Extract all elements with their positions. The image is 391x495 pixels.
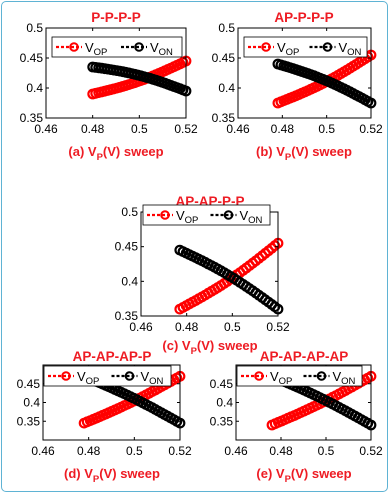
legend: VOP VON xyxy=(236,365,363,387)
legend: VOP VON xyxy=(243,36,368,58)
x-tick-label: 0.5 xyxy=(224,320,241,334)
panel-d: AP-AP-AP-P0.46 0.48 0.5 0.520.350.40.45 VOP V… xyxy=(17,349,192,485)
legend: VOP VON xyxy=(142,204,271,226)
y-tick-label: 0.4 xyxy=(23,396,40,410)
y-tick-label: 0.5 xyxy=(121,205,138,219)
x-tick-label: 0.46 xyxy=(226,122,250,136)
panel-caption: (c) VP(V) sweep xyxy=(162,338,257,357)
x-tick-label: 0.5 xyxy=(318,122,335,136)
x-tick-label: 0.5 xyxy=(318,444,335,458)
panel-b: AP-P-P-P 0.46 0.48 0.5 0.52 0.35 0.4 0.45 0.5 VOP… xyxy=(212,10,383,163)
panel-caption: (d) VP(V) sweep xyxy=(64,466,160,485)
legend-marker xyxy=(134,42,144,52)
y-tick-label: 0.45 xyxy=(20,51,44,65)
legend-label: VOP xyxy=(176,208,198,226)
x-tick-label: 0.46 xyxy=(34,122,58,136)
legend-label: VON xyxy=(339,40,362,58)
y-tick-label: 0.35 xyxy=(115,309,139,323)
legend-box xyxy=(243,36,368,58)
legend-marker xyxy=(61,371,71,381)
panel-title: P-P-P-P xyxy=(91,10,141,25)
legend-box xyxy=(236,365,363,387)
legend: VOP VON xyxy=(43,365,172,387)
legend-label: VOP xyxy=(277,40,299,58)
y-tick-label: 0.45 xyxy=(210,377,234,391)
legend-label: VON xyxy=(333,369,356,387)
x-tick-label: 0.48 xyxy=(77,444,101,458)
x-tick-label: 0.52 xyxy=(359,122,383,136)
y-tick-label: 0.45 xyxy=(115,240,139,254)
legend-box xyxy=(142,204,271,226)
y-tick-label: 0.35 xyxy=(17,414,41,428)
legend-marker xyxy=(254,371,264,381)
y-tick-label: 0.4 xyxy=(216,396,233,410)
panel-e: AP-AP-AP-AP0.46 0.48 0.5 0.520.350.40.45 VOP… xyxy=(210,349,383,485)
legend-marker xyxy=(223,210,234,220)
legend-marker xyxy=(322,42,333,52)
panel-caption: (e) VP(V) sweep xyxy=(256,466,351,485)
x-tick-label: 0.46 xyxy=(224,444,248,458)
x-tick-label: 0.52 xyxy=(168,444,192,458)
y-tick-label: 0.5 xyxy=(218,21,235,35)
legend-marker xyxy=(69,42,79,52)
x-tick-label: 0.48 xyxy=(271,122,295,136)
legend-marker xyxy=(160,210,170,220)
legend-marker xyxy=(316,371,327,381)
x-tick-label: 0.46 xyxy=(129,320,153,334)
legend: VOP VON xyxy=(51,36,183,58)
legend-label: VON xyxy=(240,208,263,226)
x-tick-label: 0.46 xyxy=(31,444,55,458)
panel-title: AP-AP-AP-P xyxy=(73,349,152,364)
panel-caption: (b) VP(V) sweep xyxy=(256,144,352,163)
x-tick-label: 0.48 xyxy=(175,320,199,334)
y-tick-label: 0.4 xyxy=(26,81,43,95)
x-tick-label: 0.48 xyxy=(81,122,105,136)
legend-marker xyxy=(261,42,271,52)
panel-caption: (a) VP(V) sweep xyxy=(68,144,163,163)
legend-label: VOP xyxy=(270,369,292,387)
y-tick-label: 0.4 xyxy=(121,274,138,288)
panel-title: AP-P-P-P xyxy=(274,10,333,25)
legend-label: VOP xyxy=(77,369,99,387)
y-tick-label: 0.45 xyxy=(17,377,41,391)
y-tick-label: 0.4 xyxy=(218,81,235,95)
panel-title: AP-AP-AP-AP xyxy=(260,349,349,364)
legend-label: VOP xyxy=(85,40,107,58)
y-tick-label: 0.35 xyxy=(20,111,44,125)
y-tick-label: 0.35 xyxy=(210,414,234,428)
x-tick-label: 0.52 xyxy=(359,444,383,458)
y-tick-label: 0.5 xyxy=(26,21,43,35)
x-tick-label: 0.52 xyxy=(174,122,198,136)
axes-frame xyxy=(45,27,187,119)
x-tick-label: 0.48 xyxy=(269,444,293,458)
x-tick-label: 0.5 xyxy=(131,122,148,136)
x-tick-label: 0.52 xyxy=(266,320,290,334)
panel-c: AP-AP-P-P0.46 0.48 0.5 0.520.350.40.450.5 VO… xyxy=(115,194,290,357)
legend-box xyxy=(43,365,172,387)
y-tick-label: 0.45 xyxy=(212,51,236,65)
axes-frame xyxy=(237,27,372,119)
y-tick-label: 0.35 xyxy=(212,111,236,125)
x-tick-label: 0.5 xyxy=(126,444,143,458)
legend-label: VON xyxy=(150,40,173,58)
legend-box xyxy=(51,36,183,58)
legend-label: VON xyxy=(141,369,164,387)
legend-marker xyxy=(124,371,135,381)
